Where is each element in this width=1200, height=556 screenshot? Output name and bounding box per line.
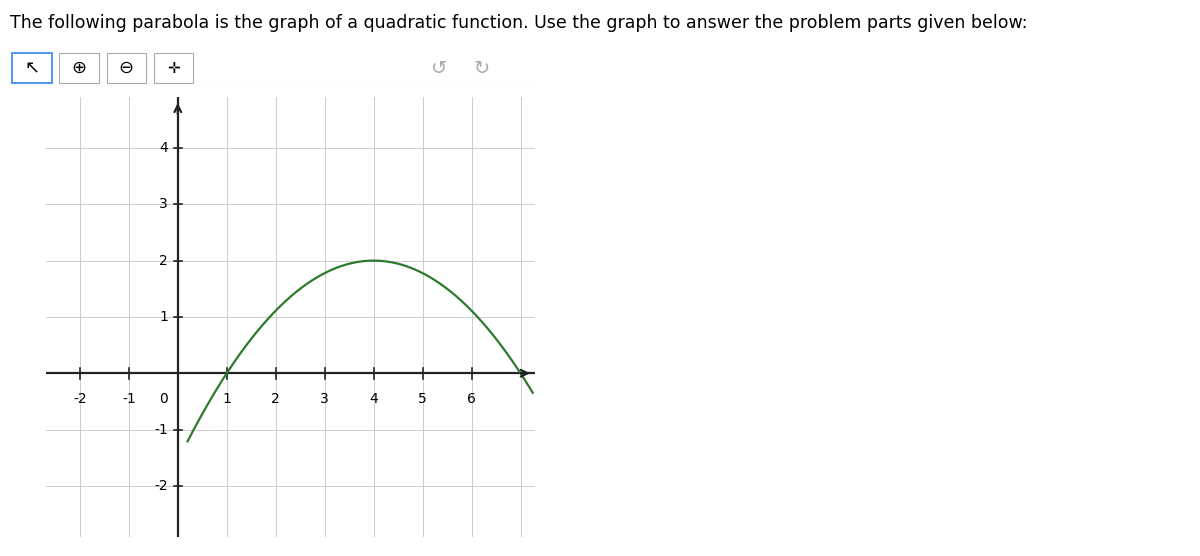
Text: ↻: ↻ — [473, 58, 490, 78]
Text: 3: 3 — [320, 391, 329, 406]
FancyBboxPatch shape — [12, 53, 52, 83]
Text: 1: 1 — [160, 310, 168, 324]
Text: 0: 0 — [160, 391, 168, 406]
Text: ⊕: ⊕ — [71, 59, 86, 77]
Text: ↺: ↺ — [432, 58, 448, 78]
Text: 2: 2 — [160, 254, 168, 267]
Text: 2: 2 — [271, 391, 280, 406]
Text: -2: -2 — [73, 391, 86, 406]
Text: 6: 6 — [467, 391, 476, 406]
Text: ✛: ✛ — [167, 61, 180, 76]
Text: ↖: ↖ — [24, 59, 40, 77]
Text: -1: -1 — [155, 423, 168, 436]
Text: 5: 5 — [419, 391, 427, 406]
Text: -1: -1 — [122, 391, 136, 406]
FancyBboxPatch shape — [154, 53, 193, 83]
Text: 3: 3 — [160, 197, 168, 211]
FancyBboxPatch shape — [107, 53, 146, 83]
Text: 1: 1 — [222, 391, 232, 406]
Text: -2: -2 — [155, 479, 168, 493]
FancyBboxPatch shape — [60, 53, 98, 83]
Text: 4: 4 — [160, 141, 168, 155]
Text: 4: 4 — [370, 391, 378, 406]
Text: The following parabola is the graph of a quadratic function. Use the graph to an: The following parabola is the graph of a… — [10, 14, 1027, 32]
Text: ⊖: ⊖ — [119, 59, 133, 77]
